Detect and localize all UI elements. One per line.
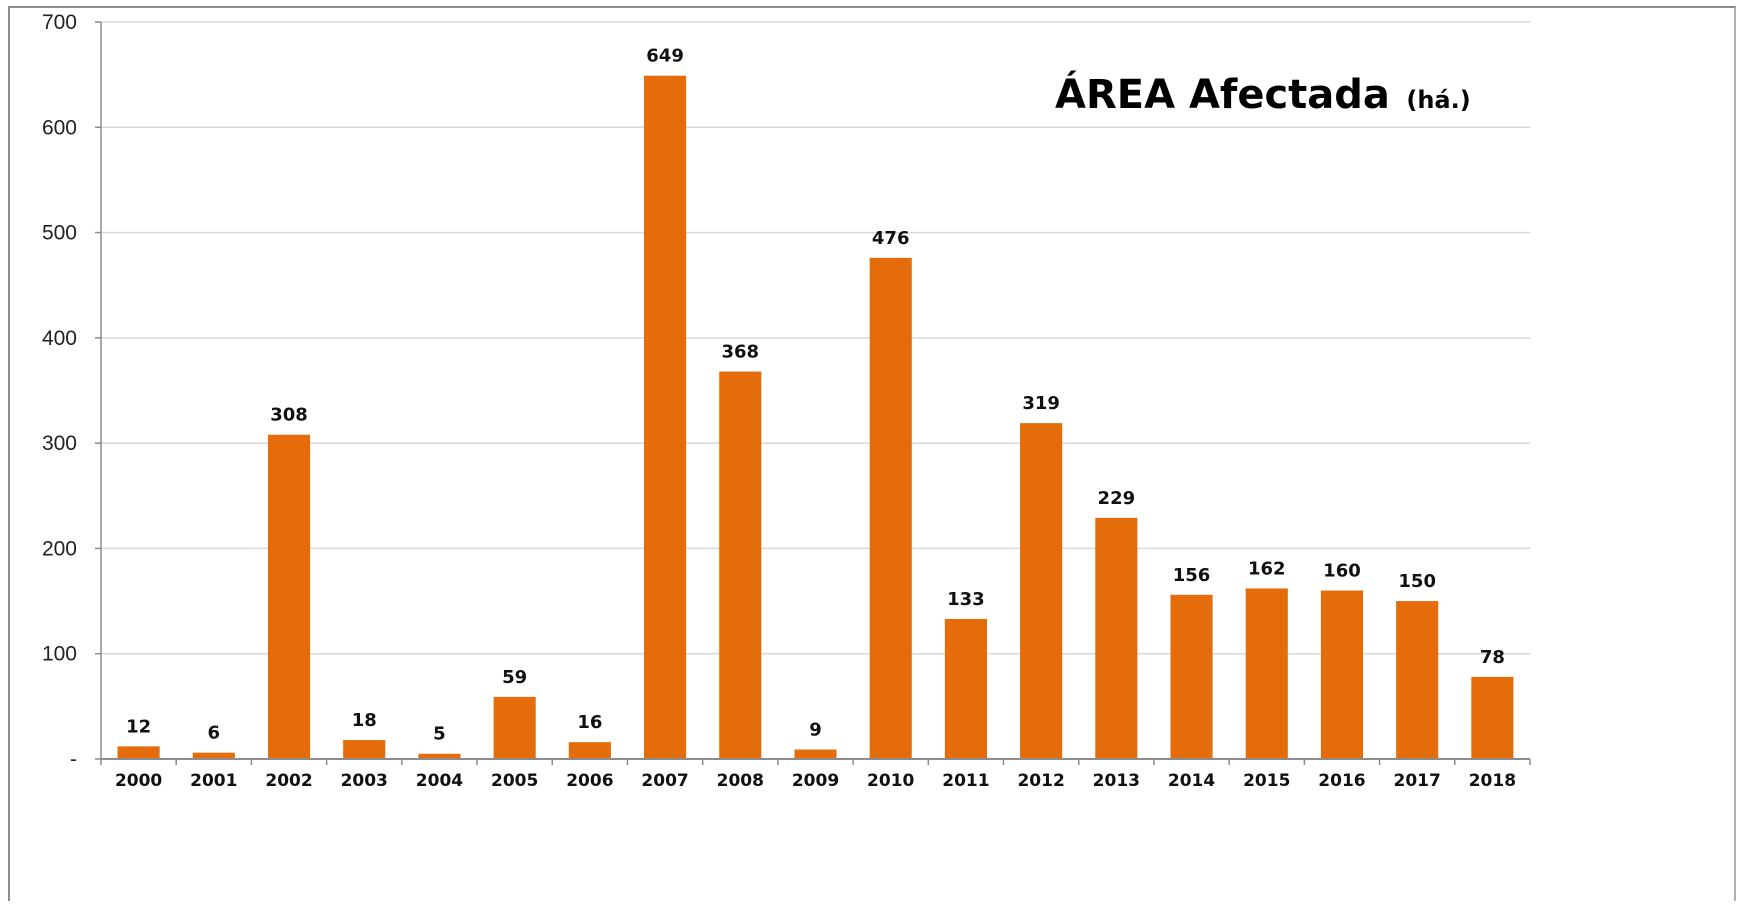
bar-2008	[719, 371, 762, 759]
data-label-2002: 308	[270, 405, 308, 426]
data-label-2015: 162	[1248, 558, 1286, 579]
x-tick-label-2008: 2008	[717, 771, 764, 791]
data-label-2014: 156	[1173, 565, 1211, 586]
data-label-2011: 133	[947, 589, 985, 610]
chart-title: ÁREA Afectada (há.)	[1055, 70, 1471, 118]
chart-title-unit: (há.)	[1406, 86, 1470, 114]
bar-2007	[644, 75, 687, 759]
bar-2006	[568, 742, 611, 759]
y-tick-label: 600	[42, 116, 77, 139]
bar-2010	[869, 257, 912, 759]
x-tick-label-2012: 2012	[1017, 771, 1064, 791]
x-tick-label-2006: 2006	[566, 771, 613, 791]
bar-2003	[343, 740, 386, 759]
data-label-2013: 229	[1098, 488, 1136, 509]
bar-2014	[1170, 594, 1213, 759]
y-tick-label: -	[70, 748, 77, 771]
data-label-2003: 18	[352, 710, 377, 731]
bar-2015	[1245, 588, 1288, 759]
bar-2016	[1320, 590, 1364, 759]
data-label-2009: 9	[809, 720, 822, 741]
x-tick-label-2009: 2009	[792, 771, 839, 791]
bar-2012	[1020, 423, 1063, 759]
data-label-2006: 16	[577, 712, 602, 733]
data-label-2017: 150	[1398, 571, 1436, 592]
bar-2000	[117, 746, 160, 759]
bar-2018	[1471, 676, 1514, 759]
x-tick-label-2004: 2004	[416, 771, 463, 791]
x-tick-label-2000: 2000	[115, 771, 162, 791]
data-label-2000: 12	[126, 716, 151, 737]
x-tick-label-2005: 2005	[491, 771, 538, 791]
bar-2004	[418, 753, 461, 759]
x-tick-label-2011: 2011	[942, 771, 989, 791]
data-label-2004: 5	[433, 724, 446, 745]
y-tick-label: 700	[42, 11, 77, 34]
gridlines	[101, 21, 1530, 655]
x-tick-label-2001: 2001	[190, 771, 237, 791]
x-tick-label-2002: 2002	[265, 771, 312, 791]
y-axis-ticks: - 100 200 300 400 500 600 700	[42, 11, 102, 771]
data-label-2008: 368	[722, 342, 760, 363]
y-tick-label: 500	[42, 222, 77, 245]
data-label-2012: 319	[1022, 393, 1060, 414]
x-tick-label-2015: 2015	[1243, 771, 1290, 791]
chart-frame: - 100 200 300 400 500 600 700 12 6 308 18 5 59 16 649 3…	[8, 6, 1736, 901]
x-tick-label-2017: 2017	[1394, 771, 1441, 791]
data-labels: 12 6 308 18 5 59 16 649 368 9 476 133 319 229 156 162 16…	[126, 46, 1505, 745]
y-tick-label: 300	[42, 432, 77, 455]
data-label-2001: 6	[208, 723, 221, 744]
data-label-2005: 59	[502, 667, 527, 688]
y-tick-label: 400	[42, 327, 77, 350]
x-tick-label-2016: 2016	[1318, 771, 1365, 791]
bar-2011	[944, 618, 987, 759]
data-label-2010: 476	[872, 228, 910, 249]
bar-2005	[493, 696, 536, 759]
data-label-2018: 78	[1480, 647, 1505, 668]
bar-2017	[1396, 601, 1439, 759]
x-tick-label-2014: 2014	[1168, 771, 1215, 791]
x-tick-label-2010: 2010	[867, 771, 914, 791]
y-tick-label: 200	[42, 537, 77, 560]
bar-2013	[1095, 517, 1138, 759]
x-tick-label-2018: 2018	[1469, 771, 1516, 791]
x-tick-label-2003: 2003	[341, 771, 388, 791]
x-axis-ticks: 2000 2001 2002 2003 2004 2005 2006 2007 2008 2009…	[100, 759, 1531, 791]
bar-2002	[267, 434, 311, 759]
y-tick-label: 100	[42, 643, 77, 666]
bars	[117, 75, 1514, 759]
bar-2009	[794, 749, 837, 759]
chart-title-main: ÁREA Afectada	[1055, 70, 1390, 118]
data-label-2007: 649	[646, 46, 684, 67]
x-tick-label-2013: 2013	[1093, 771, 1140, 791]
bar-2001	[192, 752, 235, 759]
bar-chart: - 100 200 300 400 500 600 700 12 6 308 18 5 59 16 649 3…	[42, 11, 1531, 791]
x-tick-label-2007: 2007	[641, 771, 688, 791]
data-label-2016: 160	[1323, 561, 1361, 582]
